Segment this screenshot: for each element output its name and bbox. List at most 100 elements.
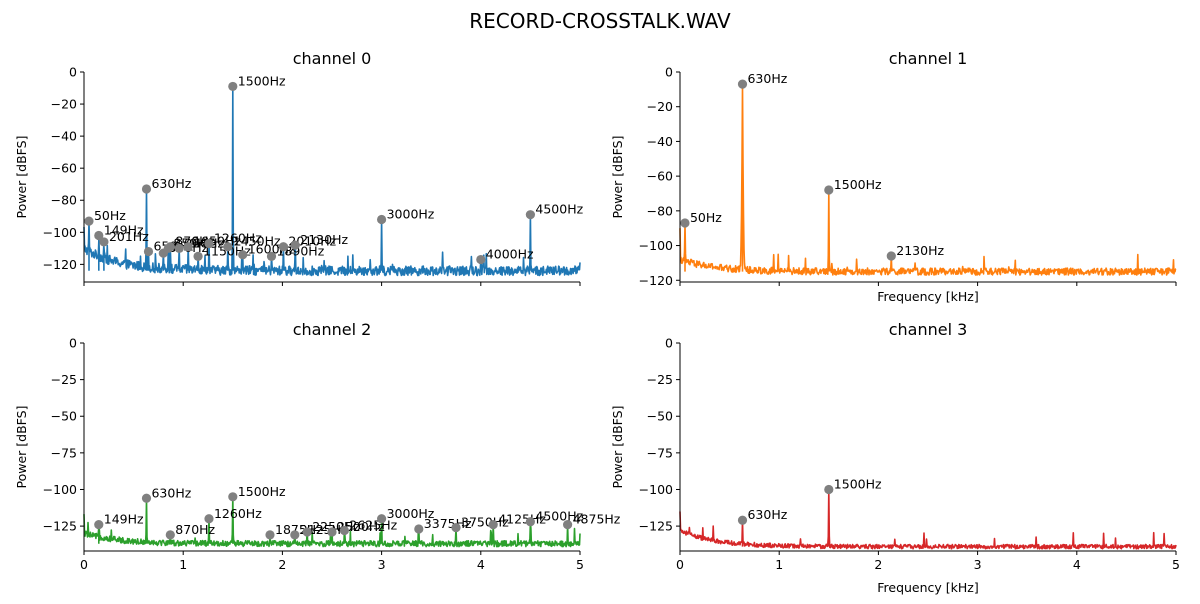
- y-tick-label: −75: [647, 445, 673, 460]
- peak-marker: [886, 251, 896, 261]
- y-tick-label: 0: [69, 65, 77, 80]
- peak-marker: [141, 493, 152, 503]
- peak-marker: [94, 520, 104, 530]
- peak-marker: [141, 184, 152, 194]
- peak-label: 1500Hz: [238, 484, 286, 499]
- chart-panel-channel-2: channel 2 0 −25 −50 −75 −100 −125 0 1 2 3 4 5 Power […: [14, 320, 621, 572]
- y-tick-label: −120: [43, 257, 77, 272]
- y-tick-label: −50: [647, 409, 673, 424]
- peak-label: 2130Hz: [896, 243, 944, 258]
- peak-marker: [165, 242, 175, 252]
- x-tick-label: 3: [974, 557, 982, 572]
- chart-panel-channel-0: channel 0 0 −20 −40 −60 −80 −100 −120 Power [dBF…: [14, 49, 584, 286]
- peak-label: 1500Hz: [834, 476, 882, 491]
- y-tick-label: −50: [51, 409, 77, 424]
- peak-marker: [84, 216, 94, 226]
- peak-marker: [290, 530, 300, 540]
- peak-marker: [183, 242, 193, 252]
- peak-marker: [99, 237, 109, 247]
- peak-label: 149Hz: [104, 223, 144, 238]
- x-tick-label: 5: [1172, 557, 1180, 572]
- peak-marker: [525, 210, 536, 220]
- peak-label: 3000Hz: [387, 506, 435, 521]
- x-tick-label: 1: [775, 557, 783, 572]
- x-tick-label: 1: [179, 557, 187, 572]
- peak-marker: [525, 517, 536, 527]
- peak-label: 4500Hz: [535, 509, 583, 524]
- peak-label: 2500Hz: [337, 519, 385, 534]
- peak-label: 4875Hz: [573, 512, 621, 527]
- peak-marker: [193, 251, 203, 261]
- y-tick-label: −25: [51, 372, 77, 387]
- peak-marker: [204, 238, 214, 249]
- peak-marker: [278, 242, 288, 252]
- peak-label: 4500Hz: [535, 202, 583, 217]
- peak-marker: [737, 79, 748, 89]
- y-tick-label: −125: [43, 519, 77, 534]
- peak-marker: [228, 492, 238, 502]
- y-tick-label: −25: [647, 372, 673, 387]
- peak-label: 1890Hz: [276, 243, 324, 258]
- peak-marker: [290, 240, 300, 250]
- y-axis-label: Power [dBFS]: [610, 406, 625, 489]
- y-tick-label: 0: [665, 65, 673, 80]
- x-tick-label: 0: [80, 557, 88, 572]
- y-tick-label: −80: [647, 203, 673, 218]
- peak-label: 2130Hz: [300, 232, 348, 247]
- peak-marker: [174, 243, 184, 253]
- chart-panel-channel-1: channel 1 0 −20 −40 −60 −80 −100 −120 Power [dBF…: [610, 49, 1177, 304]
- peak-marker: [488, 520, 498, 530]
- peak-marker: [451, 522, 461, 533]
- peak-marker: [680, 218, 690, 228]
- peak-marker: [94, 230, 104, 241]
- y-tick-label: −60: [647, 169, 673, 184]
- peak-marker: [265, 530, 275, 540]
- spectrum-line: [679, 83, 1177, 276]
- peak-marker: [302, 527, 312, 537]
- y-tick-label: −75: [51, 445, 77, 460]
- peak-label: 870Hz: [175, 522, 215, 537]
- x-tick-label: 4: [477, 557, 485, 572]
- peak-label: 1260Hz: [214, 231, 262, 246]
- y-axis-label: Power [dBFS]: [610, 136, 625, 219]
- x-tick-label: 2: [278, 557, 286, 572]
- peak-label: 1450Hz: [233, 234, 281, 249]
- peak-label: 50Hz: [94, 208, 126, 223]
- peak-label: 1500Hz: [834, 177, 882, 192]
- peak-marker: [238, 250, 248, 260]
- peak-label: 149Hz: [104, 512, 144, 527]
- y-tick-label: −40: [647, 134, 673, 149]
- y-tick-label: −100: [43, 225, 77, 240]
- peak-marker: [476, 254, 486, 265]
- peak-marker: [327, 527, 337, 537]
- y-axis-label: Power [dBFS]: [14, 406, 29, 489]
- peak-marker: [377, 214, 387, 225]
- peak-label: 2010Hz: [288, 234, 336, 249]
- peak-marker: [266, 251, 277, 261]
- y-tick-label: −80: [51, 193, 77, 208]
- y-tick-label: 0: [665, 336, 673, 351]
- chart-title: channel 1: [889, 49, 968, 68]
- peak-marker: [223, 242, 233, 252]
- peak-marker: [737, 515, 748, 525]
- y-tick-label: −40: [51, 129, 77, 144]
- peak-label: 1260Hz: [214, 506, 262, 521]
- peak-label: 50Hz: [690, 210, 722, 225]
- figure-title: RECORD-CROSSTALK.WAV: [469, 9, 731, 33]
- peak-marker: [824, 484, 834, 495]
- peak-label: 1500Hz: [238, 73, 286, 88]
- peak-marker: [143, 246, 154, 257]
- peak-label: 630Hz: [747, 507, 787, 522]
- y-tick-label: 0: [69, 336, 77, 351]
- peak-marker: [165, 530, 175, 540]
- peak-label: 3000Hz: [387, 206, 435, 221]
- y-tick-label: −20: [647, 99, 673, 114]
- peak-marker: [204, 514, 214, 524]
- y-tick-label: −100: [639, 238, 673, 253]
- peak-label: 630Hz: [747, 71, 787, 86]
- peak-label: 201Hz: [109, 229, 149, 244]
- peak-marker: [228, 81, 238, 92]
- x-tick-label: 4: [1073, 557, 1081, 572]
- x-axis-label: Frequency [kHz]: [877, 580, 979, 595]
